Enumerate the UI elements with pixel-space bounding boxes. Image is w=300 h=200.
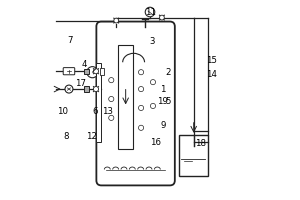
- Text: 18: 18: [195, 139, 206, 148]
- Circle shape: [139, 125, 144, 130]
- Circle shape: [150, 80, 156, 85]
- Text: 9: 9: [160, 121, 166, 130]
- Circle shape: [93, 69, 99, 74]
- Bar: [118, 45, 133, 149]
- Circle shape: [109, 115, 114, 120]
- Text: 6: 6: [93, 107, 98, 116]
- Text: 14: 14: [206, 70, 217, 79]
- Circle shape: [87, 67, 98, 78]
- Circle shape: [139, 105, 144, 111]
- Circle shape: [114, 18, 118, 23]
- Text: 17: 17: [75, 79, 86, 88]
- Circle shape: [139, 70, 144, 75]
- Text: 16: 16: [151, 138, 161, 147]
- Circle shape: [139, 86, 144, 92]
- Circle shape: [145, 7, 155, 17]
- Bar: [84, 69, 89, 74]
- Text: 3: 3: [149, 37, 155, 46]
- Text: 11: 11: [146, 8, 157, 17]
- Text: 8: 8: [64, 132, 69, 141]
- Circle shape: [150, 103, 156, 109]
- Text: 12: 12: [86, 132, 97, 141]
- Circle shape: [109, 78, 114, 83]
- Text: 5: 5: [165, 97, 171, 106]
- Text: 13: 13: [102, 107, 113, 116]
- Text: 19: 19: [158, 97, 168, 106]
- FancyBboxPatch shape: [96, 22, 175, 185]
- Circle shape: [65, 85, 73, 93]
- Text: 1: 1: [160, 85, 166, 94]
- Text: 10: 10: [57, 107, 68, 116]
- Circle shape: [109, 96, 114, 102]
- Circle shape: [93, 86, 99, 92]
- Bar: [96, 63, 101, 142]
- Text: 2: 2: [165, 68, 171, 77]
- Text: 4: 4: [82, 60, 87, 69]
- Text: 15: 15: [206, 56, 217, 65]
- Text: 7: 7: [67, 36, 72, 45]
- Circle shape: [160, 15, 164, 20]
- FancyBboxPatch shape: [63, 68, 75, 75]
- Bar: [179, 135, 208, 176]
- Bar: [100, 68, 103, 75]
- Bar: [84, 86, 89, 92]
